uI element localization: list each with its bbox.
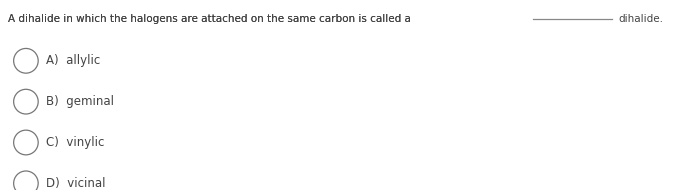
Text: dihalide.: dihalide.	[619, 14, 664, 24]
Text: A)  allylic: A) allylic	[46, 54, 101, 67]
Text: A dihalide in which the halogens are attached on the same carbon is called a: A dihalide in which the halogens are att…	[8, 14, 411, 24]
Text: B)  geminal: B) geminal	[46, 95, 115, 108]
Text: D)  vicinal: D) vicinal	[46, 177, 106, 190]
Text: C)  vinylic: C) vinylic	[46, 136, 105, 149]
Text: A dihalide in which the halogens are attached on the same carbon is called a: A dihalide in which the halogens are att…	[8, 14, 411, 24]
